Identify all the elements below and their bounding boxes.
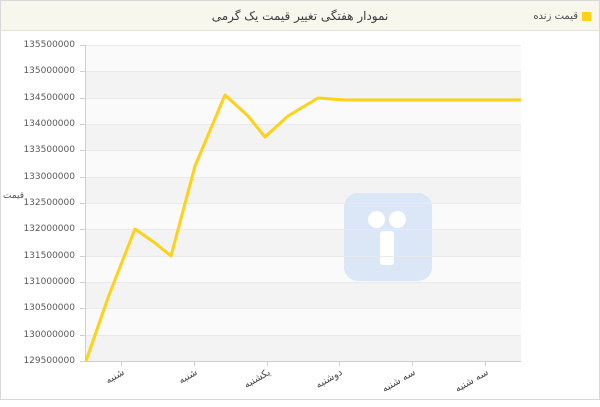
y-axis-tick-label: 131500000 xyxy=(23,250,75,261)
y-grid-line xyxy=(86,124,521,125)
y-grid-line xyxy=(86,334,521,336)
page-title: نمودار هفتگی تغییر قیمت یک گرمی xyxy=(211,9,389,23)
y-axis-tick xyxy=(80,334,85,336)
y-axis-tick-label: 132500000 xyxy=(23,198,75,208)
y-axis-tick xyxy=(80,150,85,152)
y-grid-band xyxy=(86,282,521,309)
x-axis-tick xyxy=(412,361,413,366)
x-axis-tick xyxy=(484,361,486,366)
y-grid-band xyxy=(86,176,521,203)
series-line-chart xyxy=(85,93,521,362)
y-axis-tick-label: 135000000 xyxy=(23,66,75,77)
y-axis-tick xyxy=(80,124,85,125)
y-grid-line xyxy=(86,308,521,310)
y-axis-tick-label: 131000000 xyxy=(23,277,75,287)
y-grid-line xyxy=(86,45,521,46)
chart-header xyxy=(1,1,599,31)
y-axis-tick-label: 132000000 xyxy=(23,224,75,235)
y-grid-line xyxy=(86,150,521,152)
y-axis-tick-label: 135500000 xyxy=(23,40,75,50)
y-axis-tick xyxy=(80,45,85,46)
y-grid-band xyxy=(86,229,521,256)
x-axis-tick xyxy=(194,361,195,366)
site-logo-watermark xyxy=(344,193,432,281)
y-axis-tick xyxy=(80,97,85,99)
y-axis-tick-label: 133000000 xyxy=(23,171,75,182)
y-axis-tick xyxy=(80,308,85,310)
y-axis-tick-label: 134000000 xyxy=(23,119,75,129)
watermark-dot-left xyxy=(368,211,385,228)
y-axis-tick-label: 130000000 xyxy=(23,329,75,340)
y-grid-line xyxy=(86,282,521,283)
x-axis-tick-label: یکشنبه xyxy=(241,367,273,391)
y-grid-line xyxy=(86,97,521,99)
y-grid-band xyxy=(86,71,521,98)
y-axis-tick xyxy=(80,71,85,73)
legend-item-label: قیمت زنده xyxy=(533,10,578,22)
y-grid-line xyxy=(86,71,521,73)
x-axis-tick xyxy=(121,361,123,366)
y-axis-tick xyxy=(80,176,85,178)
y-grid-line xyxy=(86,229,521,231)
plot-area xyxy=(85,45,521,362)
x-axis-tick-label: شنبه xyxy=(176,367,200,387)
y-axis-tick xyxy=(80,229,85,231)
y-axis-tick-label: 129500000 xyxy=(23,356,75,366)
y-grid-line xyxy=(86,255,521,257)
y-axis-title: قیمت xyxy=(3,191,25,201)
x-axis-tick xyxy=(266,361,268,366)
y-axis-tick xyxy=(80,282,85,283)
x-axis-tick-label: شنبه xyxy=(104,367,127,387)
y-axis-tick-label: 130500000 xyxy=(23,303,75,314)
y-axis-tick xyxy=(80,361,85,362)
y-axis-tick-label: 133500000 xyxy=(23,145,75,156)
x-axis-tick-label: دوشنبه xyxy=(314,367,345,392)
watermark-dot-right xyxy=(389,211,406,228)
y-axis-tick xyxy=(80,255,85,257)
y-axis-tick-label: 134500000 xyxy=(23,92,75,103)
y-grid-band xyxy=(86,334,521,361)
y-grid-band xyxy=(86,124,521,151)
x-axis-tick xyxy=(339,361,341,366)
legend-swatch-icon xyxy=(582,11,591,21)
x-axis-tick-label: سه شنبه xyxy=(452,367,491,395)
y-grid-line xyxy=(86,203,521,204)
y-grid-line xyxy=(86,176,521,178)
series-line-live-price xyxy=(85,93,521,362)
chart-legend[interactable]: قیمت زنده xyxy=(533,9,591,23)
y-axis-tick xyxy=(80,203,85,204)
x-axis-line xyxy=(85,361,521,362)
x-axis-tick-label: سه شنبه xyxy=(380,367,418,395)
